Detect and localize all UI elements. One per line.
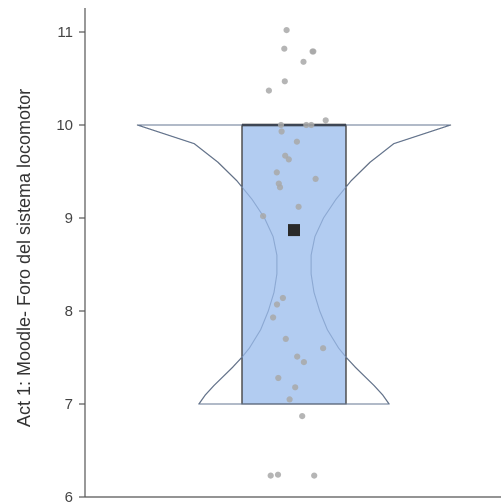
- data-point: [300, 58, 307, 65]
- data-point: [282, 335, 289, 342]
- box-iqr: [241, 124, 347, 405]
- points-layer: [260, 27, 329, 479]
- data-point: [312, 175, 319, 182]
- data-point: [277, 121, 285, 129]
- data-point: [294, 353, 301, 360]
- data-point: [300, 359, 307, 366]
- data-point: [267, 472, 274, 479]
- data-point: [292, 384, 299, 391]
- data-point: [276, 184, 284, 191]
- data-point: [273, 301, 281, 308]
- data-point: [320, 345, 327, 352]
- box-layer: [137, 123, 451, 405]
- data-point: [303, 121, 310, 129]
- data-point: [299, 413, 306, 420]
- data-point: [260, 213, 267, 220]
- mean-marker: [288, 224, 300, 237]
- data-point: [281, 45, 288, 52]
- data-point: [281, 78, 288, 85]
- data-point: [286, 396, 293, 403]
- data-point: [270, 314, 277, 321]
- data-point: [278, 128, 285, 135]
- y-axis: 6 7 8 9 10 11: [56, 8, 501, 504]
- violin-outline-inner: [137, 124, 451, 405]
- y-tick-label: 9: [65, 210, 73, 227]
- data-point: [308, 121, 315, 129]
- data-point: [293, 138, 300, 145]
- data-point: [311, 472, 318, 479]
- y-tick-label: 6: [65, 489, 73, 504]
- y-axis-title: Act 1: Moodle- Foro del sistema locomoto…: [14, 89, 34, 427]
- data-point: [285, 156, 292, 163]
- y-tick-label: 8: [65, 303, 73, 320]
- y-tick-label: 7: [65, 396, 73, 413]
- data-point: [273, 169, 280, 176]
- data-point: [274, 471, 282, 478]
- data-point: [279, 294, 286, 302]
- y-tick-label: 11: [57, 24, 73, 41]
- data-point: [310, 48, 317, 55]
- data-point: [295, 203, 302, 210]
- data-point: [275, 374, 282, 382]
- data-point: [265, 87, 272, 94]
- data-point: [283, 27, 290, 34]
- data-point: [322, 117, 329, 124]
- y-tick-label: 10: [56, 117, 73, 134]
